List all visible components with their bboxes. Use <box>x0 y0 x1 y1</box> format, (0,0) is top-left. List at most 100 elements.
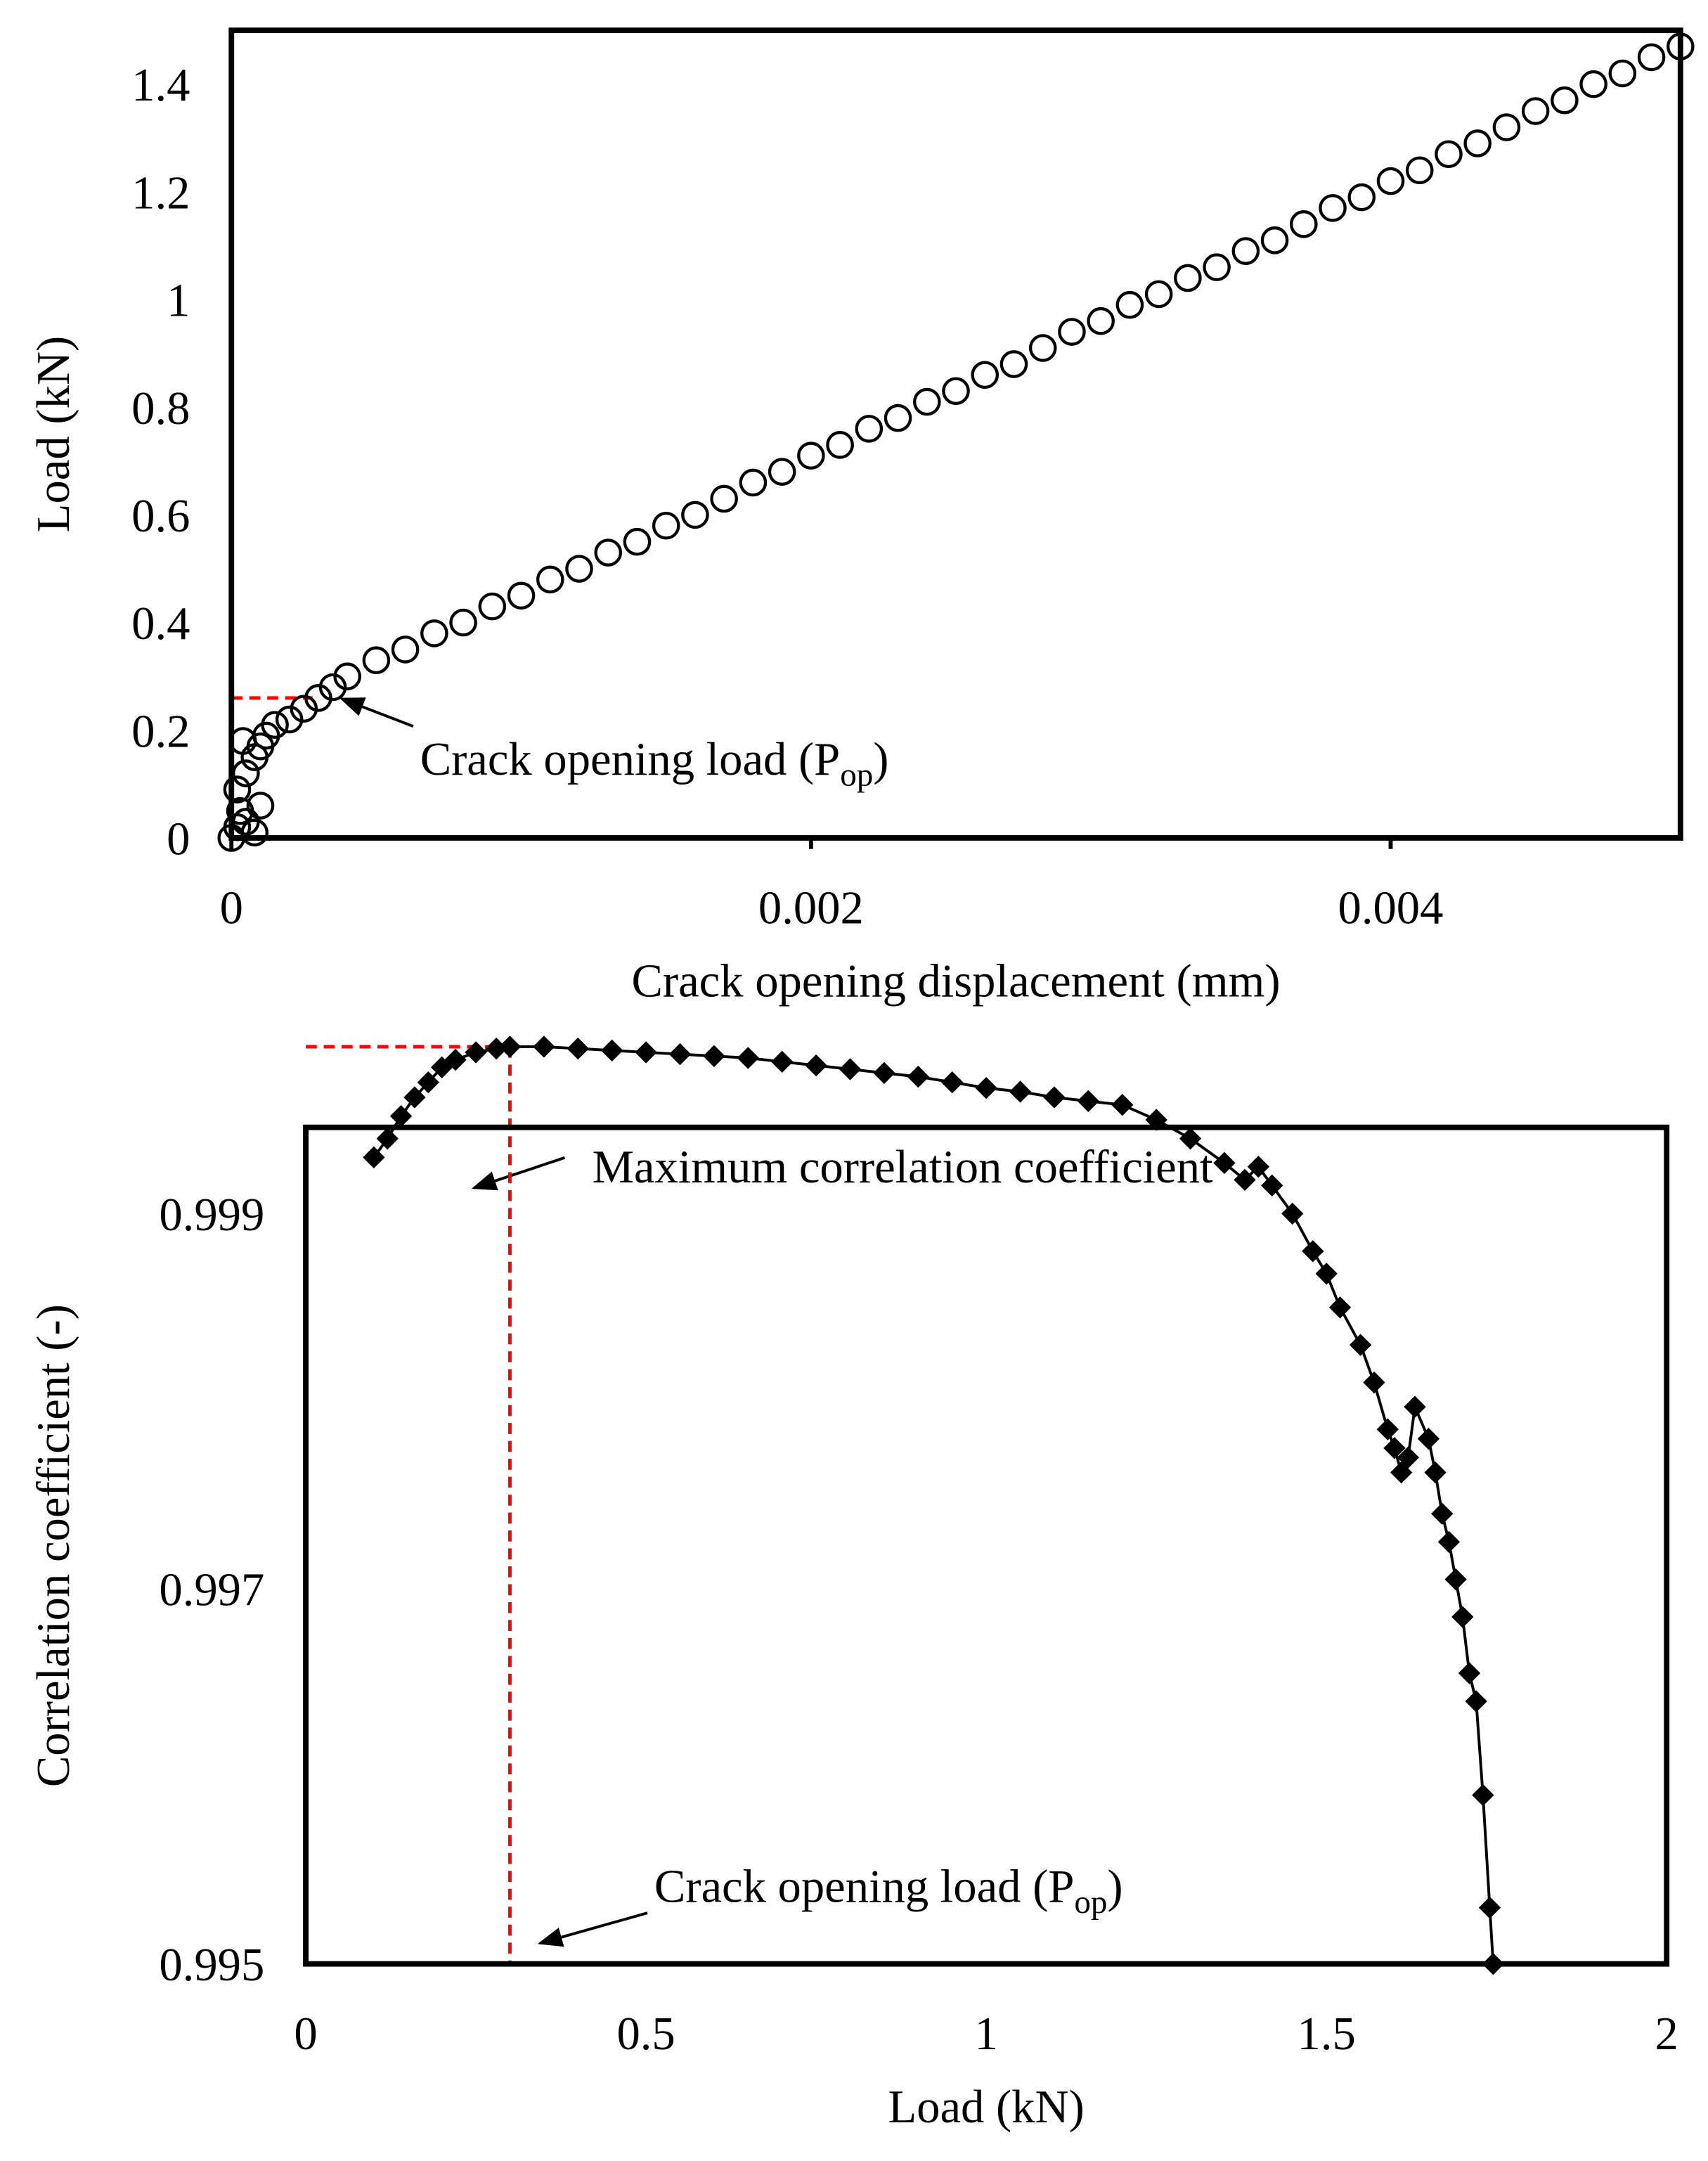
annotation-text: Crack opening load (P <box>654 1861 1075 1912</box>
data-point <box>465 1041 487 1064</box>
annotation: Crack opening load (Pop) <box>420 734 889 794</box>
data-point <box>907 1065 929 1088</box>
data-point <box>1376 167 1405 195</box>
data-point <box>971 361 999 389</box>
data-point <box>873 1062 895 1084</box>
data-point <box>1478 1896 1501 1919</box>
annotation-suffix: ) <box>873 734 888 785</box>
data-point <box>1521 97 1550 125</box>
annotation-suffix: ) <box>1107 1861 1123 1912</box>
x-tick-label: 1.5 <box>1298 2008 1356 2060</box>
data-point <box>1234 1168 1256 1192</box>
data-point <box>1213 1152 1236 1175</box>
data-point <box>1087 307 1115 335</box>
data-point <box>1179 1127 1202 1150</box>
data-point <box>1376 1418 1399 1440</box>
data-point <box>1383 1437 1406 1459</box>
data-point <box>536 565 564 594</box>
x-axis-title: Load (kN) <box>888 2082 1084 2133</box>
data-point <box>737 1047 759 1069</box>
y-axis-title: Load (kN) <box>28 336 79 532</box>
data-point <box>941 1071 964 1094</box>
data-point <box>567 1037 589 1060</box>
y-tick-label: 0.6 <box>131 491 190 542</box>
data-point <box>942 377 970 406</box>
data-point <box>768 458 796 486</box>
data-point <box>223 775 252 804</box>
arrow <box>339 697 414 728</box>
data-point <box>1579 70 1607 98</box>
data-point <box>363 1146 385 1169</box>
data-point <box>652 511 680 540</box>
data-point <box>1404 1395 1426 1418</box>
arrow <box>537 1911 648 1947</box>
data-point <box>1319 194 1347 222</box>
y-tick-label: 1 <box>167 276 190 327</box>
data-point <box>1231 237 1260 265</box>
data-point <box>884 404 912 432</box>
data-point <box>1465 1690 1487 1712</box>
x-tick-label: 0.5 <box>616 2008 675 2060</box>
y-tick-label: 1.4 <box>131 60 190 111</box>
x-axis-title: Crack opening displacement (mm) <box>631 955 1280 1007</box>
data-point <box>710 484 738 513</box>
data-point <box>1435 140 1463 169</box>
data-point <box>498 1036 522 1058</box>
data-point <box>1028 334 1057 362</box>
data-point <box>246 792 275 820</box>
x-tick-label: 1 <box>974 2008 997 2060</box>
data-point <box>1431 1502 1454 1525</box>
data-point <box>623 527 652 556</box>
data-point <box>1203 253 1231 281</box>
annotation-subscript: op <box>1074 1884 1107 1921</box>
annotation-text: Crack opening load (P <box>420 734 841 785</box>
data-point <box>261 711 289 739</box>
y-tick-label: 0.8 <box>131 383 190 434</box>
data-point <box>1077 1090 1100 1112</box>
data-point <box>1315 1263 1338 1285</box>
x-tick-label: 0.004 <box>1338 882 1444 934</box>
data-point <box>362 646 391 675</box>
y-tick-label: 0.4 <box>131 598 190 650</box>
plot-frame <box>228 27 1683 841</box>
data-point <box>771 1050 794 1073</box>
x-tick-label: 2 <box>1655 2008 1678 2060</box>
annotation: Crack opening load (Pop) <box>654 1861 1123 1921</box>
data-point <box>533 1036 555 1058</box>
data-point <box>1349 1334 1372 1356</box>
data-point <box>1144 280 1173 309</box>
data-point <box>1261 1174 1283 1197</box>
data-point <box>739 468 768 497</box>
data-point <box>1551 86 1579 115</box>
data-point <box>478 592 507 621</box>
data-point <box>449 608 477 637</box>
data-point <box>601 1039 623 1062</box>
data-point <box>1260 226 1289 254</box>
annotation: Maximum correlation coefficient <box>593 1142 1213 1193</box>
data-point <box>240 818 269 847</box>
y-tick-label: 0.999 <box>159 1189 264 1241</box>
data-point <box>635 1041 657 1064</box>
x-tick-label: 0 <box>294 2008 317 2060</box>
data-point <box>703 1045 725 1067</box>
data-point <box>420 619 448 647</box>
plot-frame <box>303 1124 1670 1967</box>
data-point <box>805 1054 827 1077</box>
data-point <box>668 1043 692 1066</box>
data-point <box>391 636 420 664</box>
data-point <box>1363 1371 1385 1394</box>
data-point <box>1472 1783 1494 1807</box>
data-point <box>1115 290 1144 319</box>
y-tick-label: 0.997 <box>159 1565 264 1616</box>
data-point <box>912 387 941 416</box>
data-point <box>1009 1080 1032 1103</box>
data-point <box>681 501 709 529</box>
y-tick-label: 0.2 <box>131 706 190 757</box>
data-point <box>1458 1662 1481 1684</box>
data-point <box>333 662 361 690</box>
arrow <box>471 1156 566 1191</box>
data-point <box>1463 129 1492 157</box>
data-point <box>1111 1093 1134 1116</box>
